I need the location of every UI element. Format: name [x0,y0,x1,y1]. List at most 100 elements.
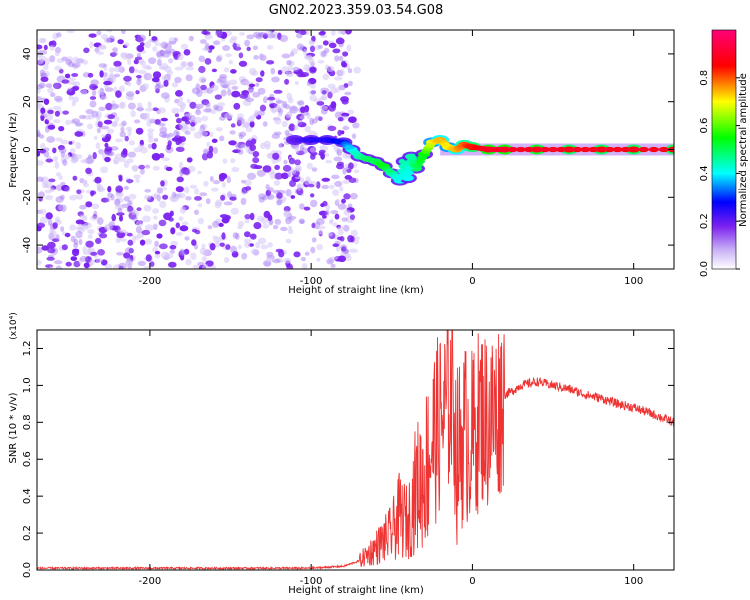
noise-blob [159,126,168,134]
noise-blob [72,56,79,63]
noise-blob [119,102,125,109]
noise-blob [85,167,92,174]
noise-blob [178,161,184,170]
noise-blob [55,137,63,142]
noise-blob [337,30,344,35]
noise-blob [125,93,135,100]
noise-blob [136,52,141,58]
snr-series-line [37,330,674,570]
x-tick-label: 0 [469,276,475,287]
noise-blob [203,180,209,187]
noise-blob [40,76,49,83]
noise-blob [159,200,167,209]
noise-blob [37,225,42,232]
noise-blob [203,101,211,107]
noise-blob [72,175,78,181]
noise-blob [316,218,325,225]
noise-blob [111,51,119,56]
noise-blob [55,196,64,203]
noise-blob [54,161,60,169]
noise-blob [46,256,55,261]
noise-blob [55,98,63,104]
noise-blob [65,261,72,267]
noise-blob [169,249,176,254]
noise-blob [232,149,241,154]
noise-blob [194,209,199,216]
noise-blob [336,161,344,166]
noise-blob [96,30,102,36]
noise-blob [54,65,62,71]
noise-blob [134,68,139,73]
noise-blob [261,217,269,225]
noise-blob [277,113,283,117]
noise-blob [230,158,236,164]
noise-blob [124,247,134,254]
noise-blob [339,69,345,77]
noise-blob [162,194,169,200]
colorbar-tick-label: 0.6 [699,118,710,134]
noise-blob [37,129,41,137]
noise-blob [279,34,289,43]
noise-blob [70,120,77,125]
noise-blob [162,186,167,191]
noise-blob [294,164,302,172]
noise-blob [147,128,155,133]
noise-blob [157,49,166,54]
noise-blob [179,169,184,177]
noise-blob [87,229,95,235]
colorbar-ticks: 0.0 0.2 0.4 0.6 0.8 [699,70,740,277]
noise-blob [61,79,70,84]
noise-blob [79,255,88,262]
noise-blob [179,136,186,143]
noise-blob [177,53,184,61]
colorbar-gradient [711,29,737,270]
noise-blob [203,149,209,155]
noise-blob [174,98,180,104]
noise-blob [91,203,100,210]
noise-blob [216,127,223,132]
noise-blob [148,57,157,65]
noise-blob [196,89,203,97]
noise-blob [85,109,94,115]
noise-blob [87,123,93,130]
noise-blob [128,193,137,200]
noise-blob [152,165,160,171]
noise-blob [238,60,248,67]
noise-blob [85,201,93,208]
noise-blob [105,197,111,202]
noise-blob [340,96,349,103]
noise-blob [130,110,136,118]
noise-blob [70,256,78,261]
noise-blob [189,115,196,123]
noise-blob [347,68,353,74]
noise-blob [209,176,214,182]
noise-blob [37,150,41,157]
noise-blob [197,217,204,225]
noise-blob [217,105,224,111]
noise-blob [147,101,152,109]
noise-blob [186,114,192,121]
noise-blob [321,184,329,190]
noise-blob [89,41,94,49]
noise-blob [263,210,271,218]
noise-blob [170,240,179,247]
noise-blob [242,121,250,129]
noise-blob [343,83,349,88]
noise-blob [275,100,284,104]
noise-blob [291,48,299,55]
noise-blob [78,257,83,265]
noise-blob [60,226,65,232]
noise-blob [296,33,303,39]
noise-blob [296,100,304,106]
noise-blob [49,266,54,269]
noise-blob [194,188,200,195]
noise-blob [259,32,268,37]
noise-blob [157,107,167,114]
noise-blob [181,61,186,68]
noise-blob [342,51,349,57]
noise-blob [217,102,226,107]
noise-blob [337,116,344,122]
noise-blob [144,41,152,49]
noise-blob [39,216,48,224]
noise-blob [183,49,191,56]
